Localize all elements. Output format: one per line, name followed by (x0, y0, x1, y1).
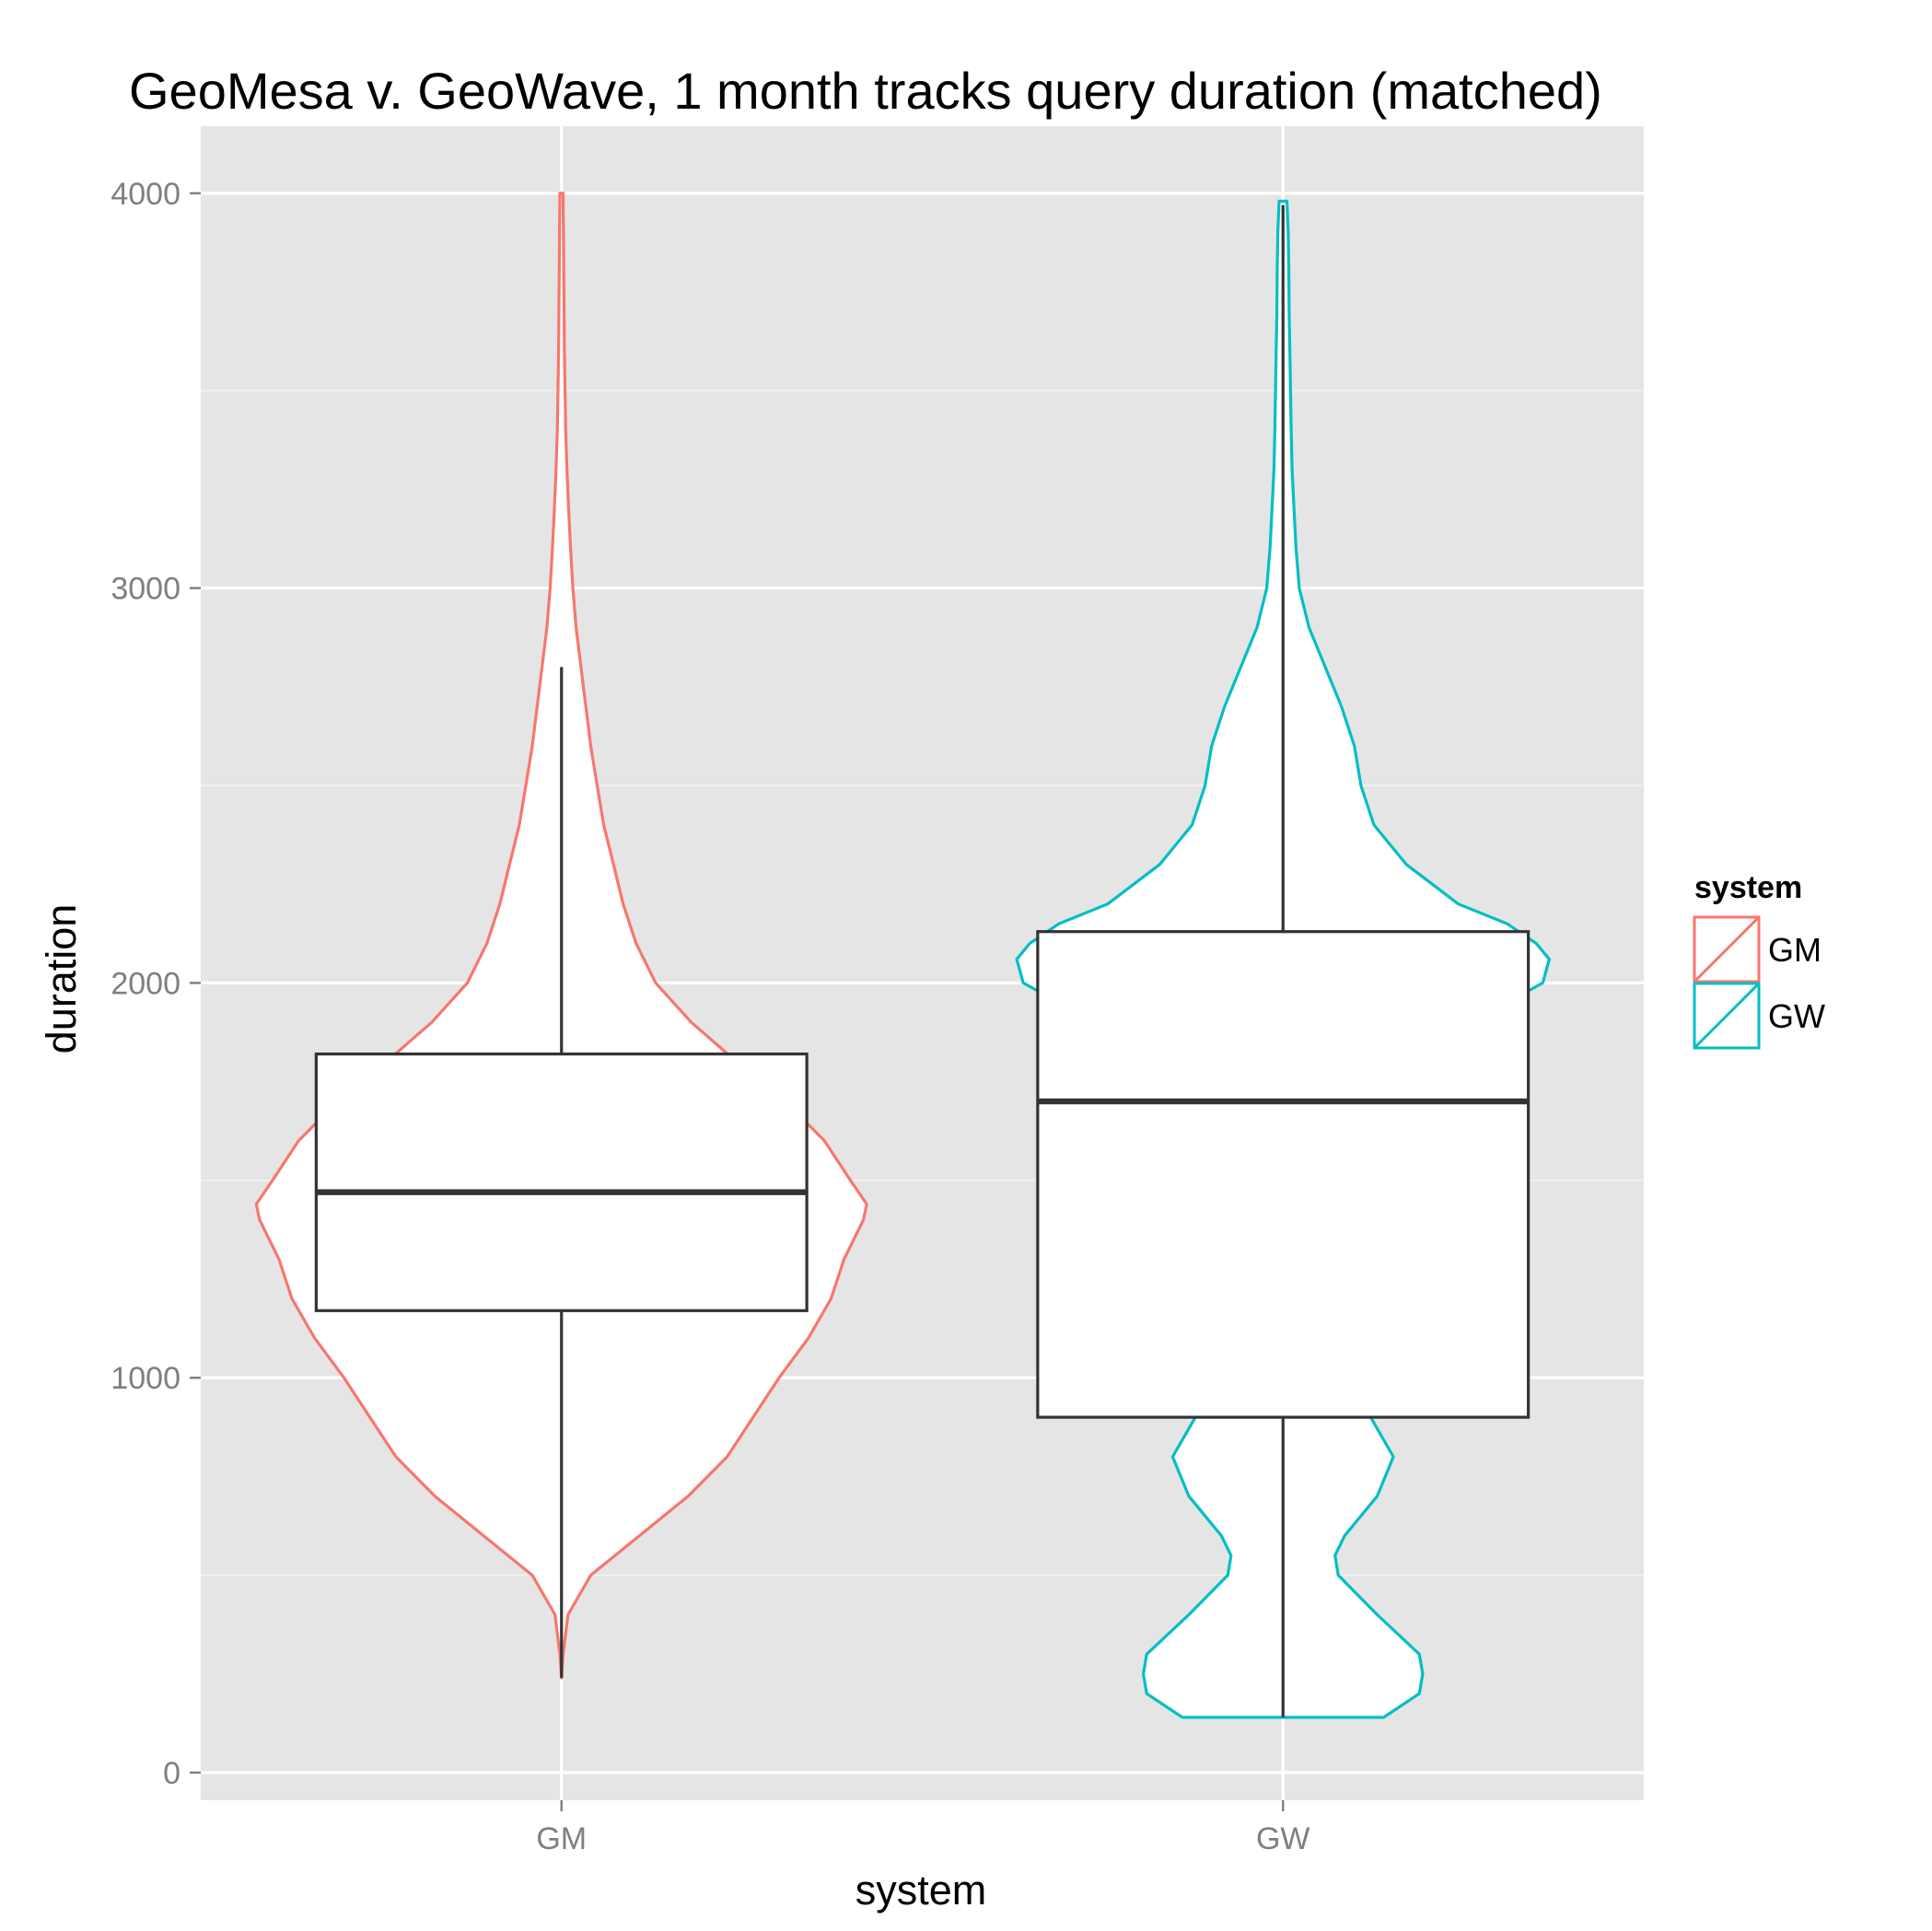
y-tick-label: 0 (163, 1756, 180, 1791)
y-axis-title: duration (38, 904, 85, 1054)
legend-label-gw: GW (1768, 997, 1825, 1035)
legend-item-gw: GW (1693, 982, 1825, 1050)
chart-title: GeoMesa v. GeoWave, 1 month tracks query… (129, 62, 1602, 120)
legend-key-diagonal (1693, 982, 1761, 1050)
axis-ticks: 0 1000 2000 3000 4000 GM GW (111, 177, 1309, 1856)
box-gm (314, 1053, 809, 1312)
legend-key-diagonal (1693, 915, 1761, 983)
legend-label-gm: GM (1768, 931, 1821, 969)
y-tick-label: 4000 (111, 177, 180, 212)
x-axis-title: system (855, 1867, 987, 1914)
y-tick-label: 2000 (111, 966, 180, 1001)
box-gw (1036, 930, 1530, 1419)
boxplots (314, 204, 1530, 1717)
y-tick-label: 3000 (111, 572, 180, 607)
x-tick-label: GW (1256, 1821, 1310, 1856)
legend: system GM GW (1693, 870, 1825, 1050)
legend-item-gm: GM (1693, 915, 1821, 983)
legend-title: system (1694, 870, 1802, 905)
x-tick-label: GM (536, 1821, 587, 1856)
y-tick-label: 1000 (111, 1361, 180, 1396)
